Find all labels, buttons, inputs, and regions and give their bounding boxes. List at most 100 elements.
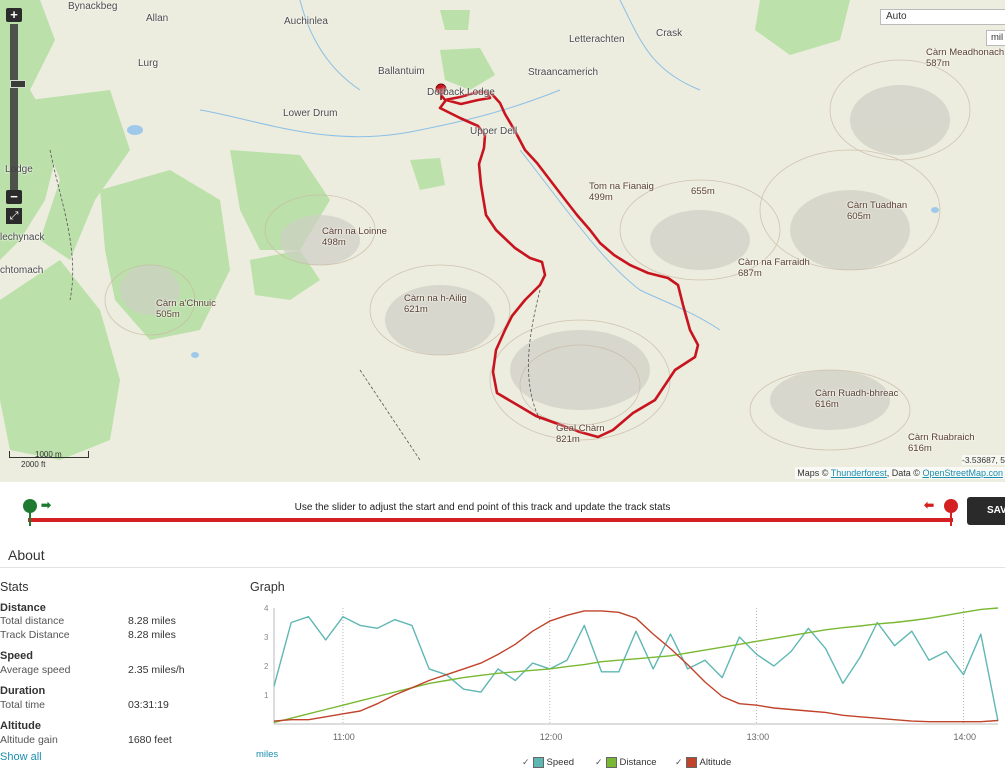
peak-label: Geal Chàrn 821m — [556, 423, 605, 445]
graph-heading: Graph — [250, 580, 285, 594]
zoom-in-button[interactable]: + — [6, 8, 22, 22]
peak-label: Càrn a'Chnuic 505m — [156, 298, 216, 320]
place-label: Dorback Lodge — [427, 87, 495, 98]
y-tick-label: 4 — [264, 604, 269, 613]
legend-speed[interactable]: ✓ Speed — [522, 757, 574, 768]
map-scale: 1000 m 2000 ft — [9, 450, 89, 469]
place-label: Ballantuim — [378, 66, 425, 77]
y-tick-label: 3 — [264, 633, 269, 642]
peak-label: Càrn na h-Ailig 621m — [404, 293, 467, 315]
scale-bar — [9, 451, 89, 458]
peak-label: Càrn na Loinne 498m — [322, 226, 387, 248]
legend-altitude[interactable]: ✓ Altitude — [675, 757, 731, 768]
total-time-label: Total time — [0, 699, 45, 711]
altitude-gain-value: 1680 feet — [128, 734, 172, 746]
start-handle-stem — [29, 512, 31, 526]
series-distance-line — [273, 607, 999, 724]
track-trim-slider[interactable]: Use the slider to adjust the start and e… — [0, 482, 1005, 532]
legend-label: Distance — [619, 757, 657, 768]
peak-label: 655m — [691, 186, 715, 197]
attribution-mid: , Data © — [886, 468, 920, 478]
average-speed-value: 2.35 miles/h — [128, 664, 185, 676]
x-tick-label: 13:00 — [747, 732, 770, 742]
topographic-map — [0, 0, 971, 461]
legend-distance[interactable]: ✓ Distance — [595, 757, 657, 768]
slider-instruction: Use the slider to adjust the start and e… — [294, 502, 671, 513]
contours — [104, 59, 971, 451]
place-label: Crask — [656, 28, 683, 39]
check-icon: ✓ — [522, 757, 530, 767]
place-label: Lurg — [138, 58, 159, 69]
scale-imperial: 2000 ft — [21, 460, 46, 469]
about-heading: About — [8, 547, 45, 563]
slider-track[interactable] — [28, 518, 953, 522]
zoom-slider-track[interactable] — [10, 24, 26, 200]
check-icon: ✓ — [595, 757, 603, 767]
end-handle-stem — [950, 512, 952, 526]
map-type-select[interactable]: Auto — [880, 9, 1005, 25]
attribution-prefix: Maps © — [797, 468, 829, 478]
place-label: Letterachten — [569, 34, 625, 45]
place-label: Straancamerich — [528, 67, 599, 78]
place-label: Auchinlea — [284, 16, 328, 27]
coordinates-readout: -3.53687, 5 — [962, 455, 1005, 465]
map-view[interactable]: Bynackbeg Allan Auchinlea Lurg Letterach… — [0, 0, 1005, 482]
thunderforest-link[interactable]: Thunderforest — [830, 468, 887, 478]
total-time-value: 03:31:19 — [128, 699, 169, 711]
place-label: Lodge — [5, 164, 33, 175]
altitude-swatch — [685, 757, 697, 768]
divider — [0, 567, 1005, 568]
speed-swatch — [532, 757, 544, 768]
peak-label: Càrn Ruadh-bhreac 616m — [815, 388, 899, 410]
y-tick-label: 2 — [264, 662, 269, 671]
check-icon: ✓ — [675, 757, 683, 767]
peak-label: Càrn Meadhonach 587m — [926, 47, 1005, 69]
y-tick-label: 1 — [264, 691, 269, 700]
total-distance-value: 8.28 miles — [128, 615, 176, 627]
zoom-out-button[interactable]: − — [6, 190, 22, 204]
arrow-left-icon: ⬅ — [924, 498, 935, 512]
average-speed-label: Average speed — [0, 664, 71, 676]
altitude-gain-label: Altitude gain — [0, 734, 58, 746]
distance-swatch — [605, 757, 617, 768]
save-button[interactable]: SAV — [967, 497, 1005, 525]
series-altitude-line — [273, 610, 999, 723]
peak-label: Càrn na Farraidh 687m — [738, 257, 810, 279]
scale-metric: 1000 m — [35, 450, 62, 459]
route-start-marker[interactable] — [435, 83, 447, 100]
legend-label: Altitude — [699, 757, 732, 768]
map-attribution: Maps © Thunderforest, Data © OpenStreetM… — [795, 467, 1005, 479]
distance-heading: Distance — [0, 602, 46, 614]
paths — [49, 149, 541, 461]
stats-heading: Stats — [0, 580, 29, 594]
place-label: lechynack — [0, 232, 45, 243]
place-label: chtomach — [0, 265, 44, 276]
graph-units: miles — [256, 749, 279, 760]
series-speed-line — [273, 616, 999, 722]
place-label: Upper Dell — [470, 126, 518, 137]
start-handle[interactable] — [23, 499, 37, 513]
zoom-control[interactable]: + − — [6, 8, 26, 228]
legend-label: Speed — [546, 757, 575, 768]
speed-heading: Speed — [0, 650, 34, 662]
zoom-slider-handle[interactable] — [10, 80, 26, 88]
track-graph[interactable]: 4 3 2 1 11:00 12:00 13:00 14:00 — [250, 600, 1002, 748]
total-distance-label: Total distance — [0, 615, 65, 627]
x-tick-label: 12:00 — [540, 732, 563, 742]
place-label: Bynackbeg — [68, 1, 118, 12]
x-tick-label: 14:00 — [954, 732, 977, 742]
route-track[interactable] — [438, 90, 700, 439]
show-all-link[interactable]: Show all — [0, 751, 42, 763]
forest-areas — [0, 0, 850, 460]
openstreetmap-link[interactable]: OpenStreetMap.con — [922, 468, 1003, 478]
arrow-right-icon: ➡ — [41, 498, 52, 512]
peak-label: Tom na Fianaig 499m — [589, 181, 654, 203]
streams — [199, 0, 721, 331]
end-handle[interactable] — [944, 499, 958, 513]
track-distance-label: Track Distance — [0, 629, 70, 641]
track-distance-value: 8.28 miles — [128, 629, 176, 641]
units-select[interactable]: mil — [986, 30, 1005, 46]
fullscreen-icon[interactable]: ⤢ — [6, 208, 22, 224]
peak-label: Càrn Tuadhan 605m — [847, 200, 908, 222]
duration-heading: Duration — [0, 685, 46, 697]
